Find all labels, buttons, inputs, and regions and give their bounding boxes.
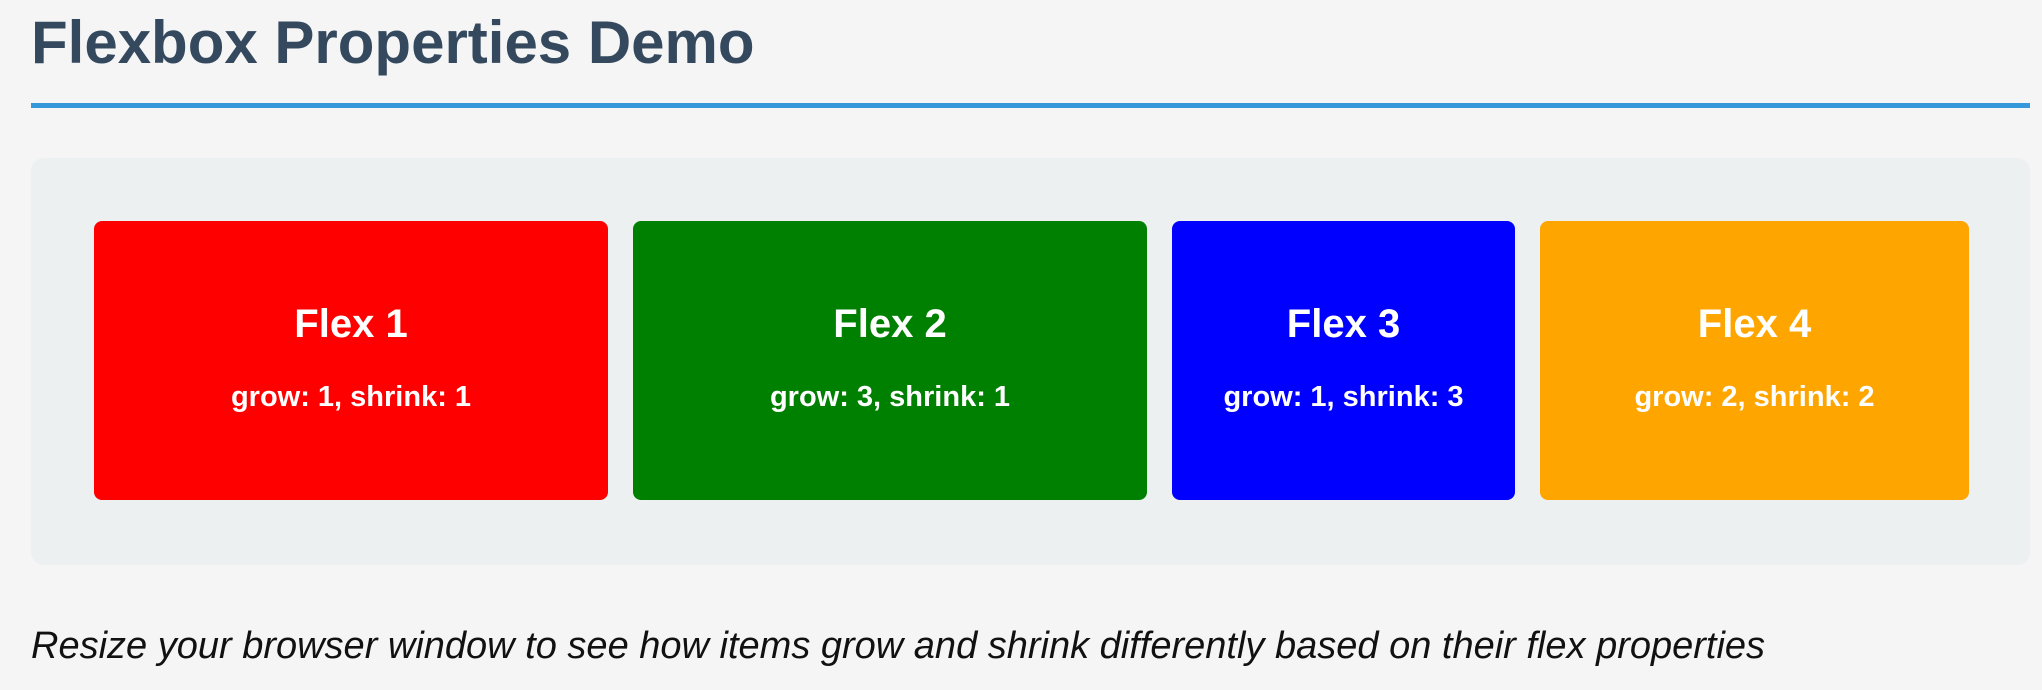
title-underline [31, 103, 2030, 108]
flex-item-description: grow: 1, shrink: 1 [230, 380, 472, 413]
flex-item-title: Flex 4 [1697, 301, 1812, 346]
flex-item-title: Flex 3 [1286, 301, 1401, 346]
flex-item-description: grow: 1, shrink: 3 [1223, 380, 1464, 413]
flex-item-title: Flex 1 [294, 301, 408, 346]
flex-item-2: Flex 2 grow: 3, shrink: 1 [633, 221, 1147, 500]
flex-container: Flex 1 grow: 1, shrink: 1 Flex 2 grow: 3… [31, 158, 2030, 565]
flex-item-description: grow: 2, shrink: 2 [1634, 380, 1875, 413]
page-title: Flexbox Properties Demo [31, 9, 755, 76]
flex-item-description: grow: 3, shrink: 1 [769, 380, 1011, 413]
flex-item-4: Flex 4 grow: 2, shrink: 2 [1540, 221, 1969, 500]
flex-item-title: Flex 2 [833, 301, 947, 346]
resize-instruction-note: Resize your browser window to see how it… [31, 625, 1766, 667]
flex-item-1: Flex 1 grow: 1, shrink: 1 [94, 221, 608, 500]
flex-item-3: Flex 3 grow: 1, shrink: 3 [1172, 221, 1515, 500]
